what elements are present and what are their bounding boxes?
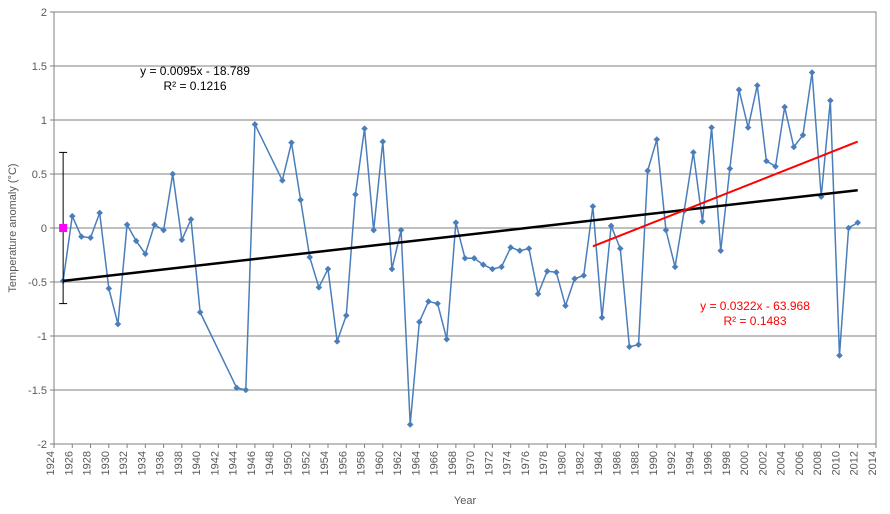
y-tick-label: 2 [41,7,47,19]
x-tick-label: 1976 [520,451,532,475]
x-tick-label: 1982 [575,451,587,475]
x-tick-label: 1938 [173,451,185,475]
y-tick-label: 0.5 [32,169,47,181]
x-tick-label: 2000 [739,451,751,475]
x-tick-label: 1944 [228,451,240,475]
r2-black: R² = 0.1216 [163,79,226,93]
x-tick-label: 2002 [757,451,769,475]
y-axis-label: Temperature anomaly (°C) [7,163,19,292]
y-tick-label: -1.5 [28,385,47,397]
x-tick-label: 1946 [246,451,258,475]
x-tick-label: 1992 [666,451,678,475]
error-marker [59,224,67,232]
x-tick-label: 1948 [264,451,276,475]
x-tick-label: 1978 [538,451,550,475]
x-axis-label: Year [454,495,477,507]
y-tick-label: -0.5 [28,277,47,289]
x-tick-label: 1962 [392,451,404,475]
x-tick-label: 2014 [867,451,879,475]
equation-red: y = 0.0322x - 63.968 [700,299,810,313]
x-tick-label: 2010 [830,451,842,475]
x-tick-label: 1986 [611,451,623,475]
x-tick-label: 2006 [794,451,806,475]
x-tick-label: 1954 [319,451,331,475]
x-tick-label: 1994 [684,451,696,475]
y-tick-label: -1 [37,331,47,343]
x-tick-label: 1936 [155,451,167,475]
x-tick-label: 2008 [812,451,824,475]
x-tick-label: 1970 [465,451,477,475]
x-tick-label: 1996 [703,451,715,475]
x-tick-label: 1974 [502,451,514,475]
x-tick-label: 2004 [776,451,788,475]
y-tick-label: 1 [41,115,47,127]
x-tick-label: 1980 [556,451,568,475]
x-tick-label: 1968 [447,451,459,475]
x-tick-label: 1950 [282,451,294,475]
r2-red: R² = 0.1483 [723,314,786,328]
x-tick-label: 1964 [410,451,422,475]
x-tick-label: 1972 [483,451,495,475]
x-tick-label: 1958 [356,451,368,475]
x-tick-label: 1952 [301,451,313,475]
y-tick-label: 1.5 [32,61,47,73]
x-tick-label: 1928 [82,451,94,475]
x-tick-label: 2012 [849,451,861,475]
x-tick-label: 1934 [136,451,148,475]
x-tick-label: 1998 [721,451,733,475]
x-tick-label: 1988 [630,451,642,475]
x-tick-label: 1926 [63,451,75,475]
x-tick-label: 1956 [337,451,349,475]
x-tick-label: 1942 [209,451,221,475]
y-tick-label: 0 [41,223,47,235]
x-tick-label: 1930 [100,451,112,475]
x-tick-label: 1990 [648,451,660,475]
y-tick-label: -2 [37,439,47,451]
x-tick-label: 1924 [45,451,57,475]
x-tick-label: 1966 [429,451,441,475]
x-tick-label: 1960 [374,451,386,475]
equation-black: y = 0.0095x - 18.789 [140,64,250,78]
temperature-anomaly-chart: -2 -1.5 -1 -0.5 0 0.5 1 1.5 2 1924 1926 1928 1930 193… [0,0,890,514]
x-tick-label: 1932 [118,451,130,475]
x-tick-label: 1984 [593,451,605,475]
x-tick-label: 1940 [191,451,203,475]
